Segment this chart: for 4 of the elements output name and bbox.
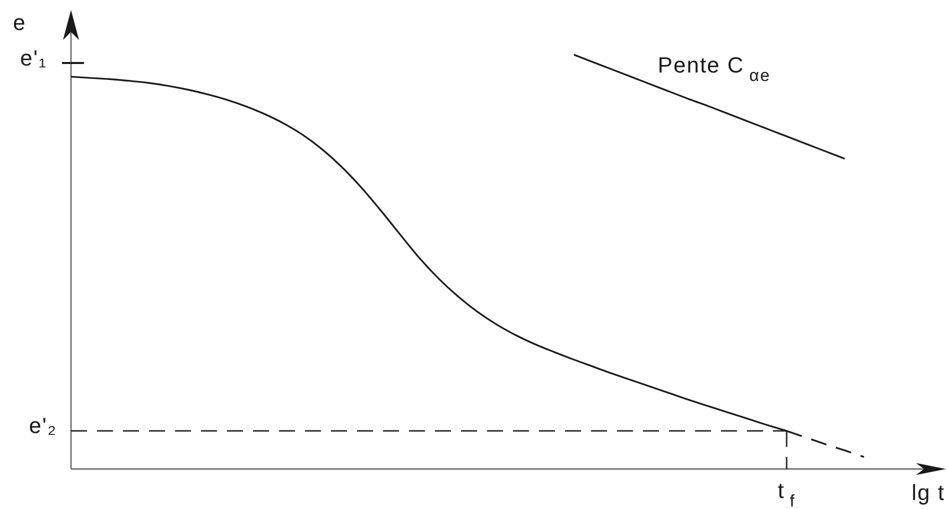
- y-axis-title: e: [13, 10, 26, 35]
- x-axis-title: lg t: [912, 480, 946, 505]
- text: e'₁: [20, 46, 47, 71]
- ref-line-label: e'₂: [29, 412, 58, 438]
